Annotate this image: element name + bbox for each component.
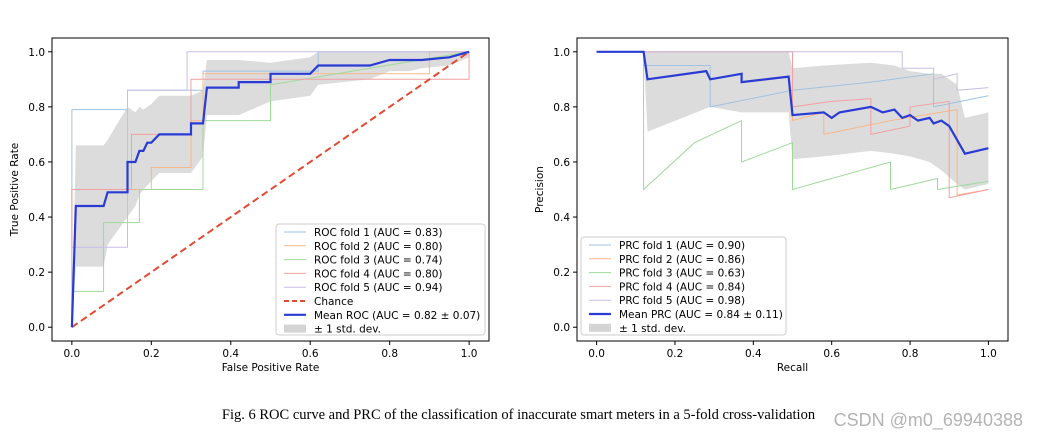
legend-label: Mean ROC (AUC = 0.82 ± 0.07) [314, 310, 480, 322]
x-tick-label: 0.2 [143, 348, 160, 360]
legend-box [580, 236, 787, 336]
x-tick-label: 0.4 [745, 348, 762, 360]
roc-chart: 0.0 0.2 0.4 0.6 0.8 1.0 0.0 0.2 0.4 0.6 0.8 1.0 Fals… [9, 37, 490, 374]
y-tick-label: 0.8 [28, 102, 45, 114]
y-tick-label: 0.2 [553, 267, 570, 279]
figure-caption: Fig. 6 ROC curve and PRC of the classifi… [221, 407, 816, 423]
mean-curve [70, 50, 470, 328]
y-tick-label: 0.4 [28, 212, 45, 224]
y-tick-label: 0.2 [28, 267, 45, 279]
legend-label: PRC fold 2 (AUC = 0.86) [619, 254, 745, 266]
y-tick-label: 1.0 [28, 47, 45, 59]
x-tick-label: 0.8 [902, 348, 919, 360]
x-tick-label: 0.6 [302, 348, 319, 360]
legend-label: PRC fold 5 (AUC = 0.98) [619, 295, 745, 307]
legend-label: Mean PRC (AUC = 0.84 ± 0.11) [619, 309, 783, 321]
std-band [71, 51, 470, 328]
y-axis-label: True Positive Rate [9, 143, 21, 238]
legend-handle-band [589, 323, 611, 332]
y-axis-label: Precision [534, 166, 546, 213]
x-tick-label: 0.2 [667, 348, 684, 360]
fold-curve-3 [71, 51, 470, 328]
legend-label: ROC fold 5 (AUC = 0.94) [314, 282, 443, 294]
y-tick-label: 0.0 [553, 322, 570, 334]
x-axis-label: Recall [777, 362, 808, 374]
legend-label: ± 1 std. dev. [619, 323, 686, 335]
fold-curve-5 [596, 51, 989, 91]
axes-frame [51, 37, 490, 342]
y-tick-label: 0.4 [553, 212, 570, 224]
y-tick-label: 0.8 [553, 102, 570, 114]
legend-box [275, 223, 486, 336]
legend-label: PRC fold 4 (AUC = 0.84) [619, 281, 745, 293]
x-tick-label: 0.0 [588, 348, 605, 360]
x-axis-label: False Positive Rate [222, 362, 320, 374]
legend-label: ROC fold 4 (AUC = 0.80) [314, 268, 443, 280]
prc-chart: 0.0 0.2 0.4 0.6 0.8 1.0 0.0 0.2 0.4 0.6 0.8 1.0 Reca… [534, 37, 1009, 374]
y-tick-label: 0.0 [28, 322, 45, 334]
figure-svg: 0.0 0.2 0.4 0.6 0.8 1.0 0.0 0.2 0.4 0.6 0.8 1.0 Fals… [9, 37, 1009, 374]
legend-label: PRC fold 3 (AUC = 0.63) [619, 268, 745, 280]
y-tick-label: 0.6 [28, 157, 45, 169]
chance-line [71, 50, 470, 329]
x-tick-label: 0.4 [222, 348, 239, 360]
x-tick-label: 0.6 [823, 348, 840, 360]
legend-label: ROC fold 1 (AUC = 0.83) [314, 227, 443, 239]
x-tick-label: 0.8 [381, 348, 398, 360]
axes-frame [576, 37, 1009, 342]
legend-label: ROC fold 3 (AUC = 0.74) [314, 255, 443, 267]
mean-curve [596, 50, 989, 155]
fold-curve-5 [71, 51, 470, 328]
watermark: CSDN @m0_69940388 [833, 410, 1023, 430]
legend-handle-band [284, 324, 306, 333]
x-tick-label: 0.0 [64, 348, 81, 360]
legend-label: Chance [314, 296, 353, 308]
legend-label: PRC fold 1 (AUC = 0.90) [619, 240, 745, 252]
y-tick-label: 1.0 [553, 47, 570, 59]
legend-label: ROC fold 2 (AUC = 0.80) [314, 241, 443, 253]
y-tick-label: 0.6 [553, 157, 570, 169]
legend-label: ± 1 std. dev. [314, 324, 381, 336]
x-tick-label: 1.0 [461, 348, 478, 360]
fold-curve-3 [596, 51, 989, 191]
x-tick-label: 1.0 [980, 348, 997, 360]
